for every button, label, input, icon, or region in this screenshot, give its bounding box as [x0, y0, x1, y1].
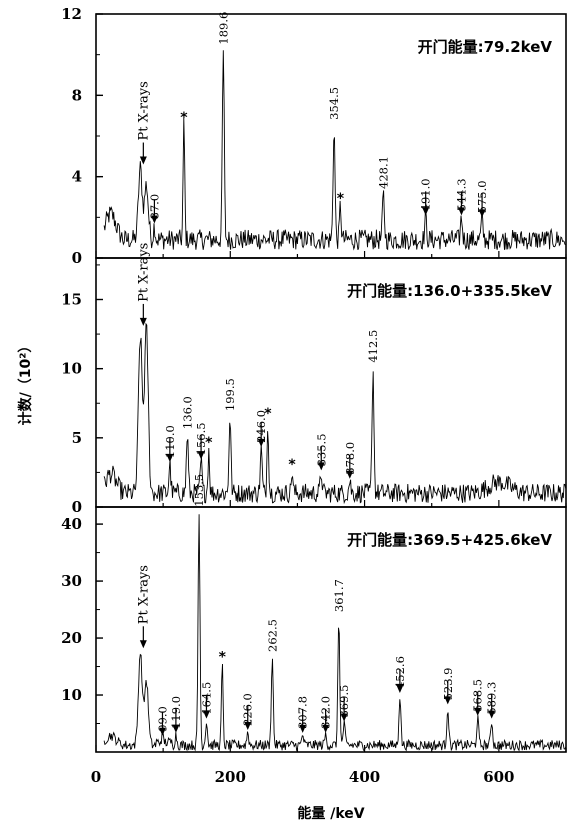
- x-tick-label: 200: [215, 768, 246, 786]
- peak-arrow-307-8-head: [299, 724, 307, 733]
- peak-arrow-589-3-head: [488, 710, 496, 719]
- panel-3-y-tick-label: 40: [61, 515, 82, 533]
- peak-label-199-5: 199.5: [223, 378, 237, 411]
- x-tick-label: 0: [91, 768, 101, 786]
- peak-arrow-119-0-head: [172, 724, 180, 733]
- peak-arrow-87-0-head: [150, 215, 158, 224]
- peak-arrow-575-0-head: [478, 209, 486, 218]
- panel-3-gate-label: 开门能量:369.5+425.6keV: [347, 531, 552, 549]
- contaminant-star: *: [219, 650, 227, 666]
- peak-arrow-568-5-head: [474, 707, 482, 716]
- peak-label-428-1: 428.1: [376, 156, 390, 189]
- panel-1-gate-label: 开门能量:79.2keV: [418, 38, 553, 56]
- peak-arrow-378-0-head: [346, 470, 354, 479]
- panel-3-frame: [95, 506, 567, 753]
- panel-2-gate-label: 开门能量:136.0+335.5keV: [347, 282, 552, 300]
- peak-label-136-0: 136.0: [180, 396, 194, 429]
- peak-arrow-342-0-head: [322, 724, 330, 733]
- panel-2-y-tick-label: 0: [72, 498, 82, 516]
- panel-1-y-tick-label: 8: [72, 86, 82, 104]
- peak-label-262-5: 262.5: [265, 619, 279, 652]
- panel-3-y-tick-label: 10: [61, 686, 82, 704]
- panel-1-y-tick-label: 0: [72, 249, 82, 267]
- peak-arrow-110-0-head: [166, 454, 174, 463]
- panel-3-spectrum-line: [103, 514, 567, 752]
- peak-arrow-452-6-head: [396, 685, 404, 694]
- x-tick-label: 400: [349, 768, 380, 786]
- pt-xrays-label: Pt X-rays: [136, 243, 151, 302]
- peak-arrow-156-5-head: [197, 451, 205, 460]
- panel-1-y-tick-label: 4: [72, 168, 82, 186]
- pt-xrays-arrow-head: [139, 317, 147, 326]
- panel-2-y-tick-label: 5: [72, 429, 82, 447]
- x-tick-label: 600: [483, 768, 514, 786]
- contaminant-star: *: [288, 457, 296, 473]
- peak-label-361-7: 361.7: [332, 579, 346, 612]
- panel-3-y-tick-label: 20: [61, 629, 82, 647]
- peak-arrow-491-0-head: [422, 207, 430, 216]
- peak-arrow-164-5-head: [202, 710, 210, 719]
- pt-xrays-arrow-head: [139, 640, 147, 649]
- panel-2-y-tick-label: 15: [61, 291, 82, 309]
- pt-xrays-label: Pt X-rays: [136, 565, 151, 624]
- panel-3-y-tick-label: 30: [61, 572, 82, 590]
- peak-arrow-369-5-head: [340, 713, 348, 722]
- pt-xrays-arrow-head: [139, 156, 147, 165]
- peak-arrow-246-0-head: [257, 438, 265, 447]
- panel-1-spectrum-line: [103, 50, 566, 251]
- contaminant-star: *: [337, 191, 345, 207]
- panel-1-y-tick-label: 12: [61, 5, 82, 23]
- peak-arrow-226-0-head: [244, 722, 252, 731]
- peak-label-189-6: 189.6: [216, 12, 230, 45]
- contaminant-star: *: [264, 406, 272, 422]
- contaminant-star: *: [205, 435, 213, 451]
- pt-xrays-label: Pt X-rays: [136, 81, 151, 140]
- contaminant-star: *: [180, 110, 188, 126]
- peak-label-153-5: 153.5: [192, 474, 206, 507]
- peak-arrow-523-9-head: [444, 696, 452, 705]
- peak-arrow-544-3-head: [457, 207, 465, 216]
- peak-label-354-5: 354.5: [327, 87, 341, 120]
- y-axis-title: 计数/（10²）: [17, 339, 34, 426]
- x-axis-title: 能量 /keV: [297, 805, 364, 822]
- panel-2-spectrum-line: [103, 322, 567, 505]
- peak-arrow-335-5-head: [317, 462, 325, 471]
- peak-arrow-99-0-head: [158, 727, 166, 736]
- peak-label-412-5: 412.5: [366, 330, 380, 363]
- panel-2-y-tick-label: 10: [61, 360, 82, 378]
